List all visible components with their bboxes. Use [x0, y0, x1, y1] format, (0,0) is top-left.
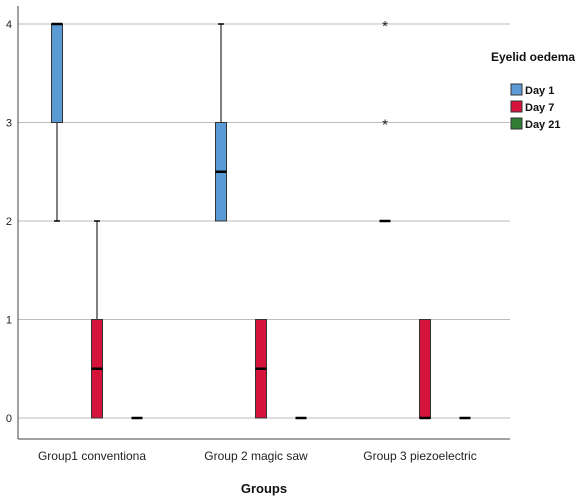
outlier-marker: *: [382, 18, 388, 35]
box-day-1: [51, 22, 63, 222]
x-tick-labels: Group1 conventiona Group 2 magic saw Group…: [38, 449, 477, 463]
legend-swatch: [510, 100, 523, 113]
y-tick-label: 4: [6, 19, 12, 31]
x-tick-label: Group1 conventiona: [38, 449, 146, 463]
box-series: **: [51, 18, 471, 420]
y-tick-labels: 0 1 2 3 4: [6, 19, 12, 425]
box: [51, 23, 63, 123]
legend-label: Day 1: [525, 85, 554, 97]
y-tick-label: 0: [6, 413, 12, 425]
box-day-7: [91, 220, 103, 419]
box: [419, 319, 431, 419]
x-tick-label: Group 2 magic saw: [204, 449, 308, 463]
legend-title: Eyelid oedema: [491, 50, 575, 64]
x-axis-title: Groups: [241, 481, 287, 496]
axes: [17, 6, 510, 440]
legend-swatch: [510, 117, 523, 130]
legend-label: Day 21: [525, 119, 560, 131]
box-day-1: [215, 23, 227, 222]
box-day-7: [255, 319, 267, 419]
legend-label: Day 7: [525, 102, 554, 114]
y-tick-label: 2: [6, 216, 12, 228]
x-tick-label: Group 3 piezoelectric: [363, 449, 476, 463]
legend-swatch: [510, 83, 523, 96]
legend: Eyelid oedema Day 1 Day 7 Day 21: [491, 50, 575, 131]
y-tick-label: 3: [6, 118, 12, 130]
y-tick-label: 1: [6, 315, 12, 327]
outlier-marker: *: [382, 117, 388, 134]
box-day-1: **: [379, 18, 391, 223]
box-day-7: [419, 319, 431, 420]
